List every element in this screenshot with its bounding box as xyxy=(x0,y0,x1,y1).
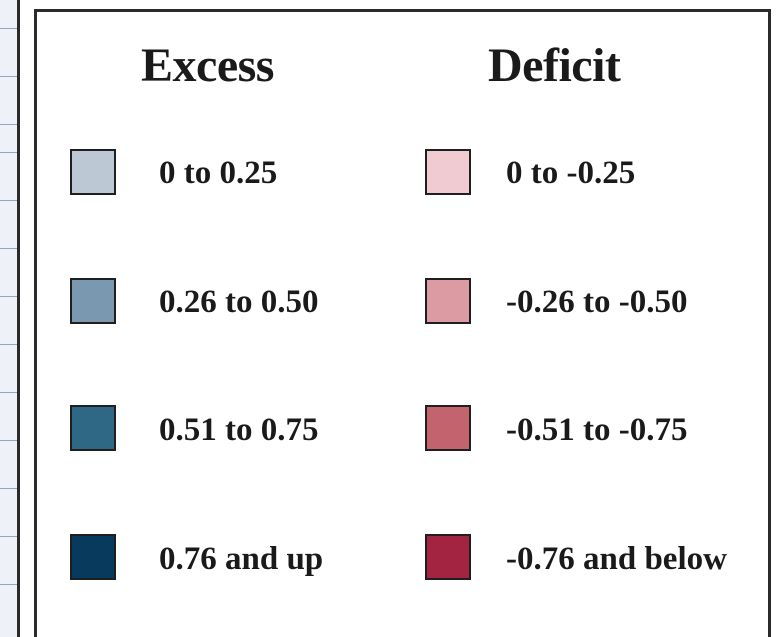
row-divider xyxy=(0,200,17,201)
row-divider xyxy=(0,124,17,125)
row-divider xyxy=(0,76,17,77)
legend-label-deficit-1: 0 to -0.25 xyxy=(506,155,636,191)
legend-swatch-deficit-1 xyxy=(425,149,471,195)
legend-label-deficit-4: -0.76 and below xyxy=(506,541,727,577)
legend-label-excess-1: 0 to 0.25 xyxy=(159,155,278,191)
row-divider xyxy=(0,296,17,297)
excess-title: Excess xyxy=(141,39,274,92)
row-divider xyxy=(0,248,17,249)
legend-label-excess-3: 0.51 to 0.75 xyxy=(159,412,319,448)
row-divider xyxy=(0,152,17,153)
legend-label-deficit-2: -0.26 to -0.50 xyxy=(506,284,688,320)
legend-swatch-excess-1 xyxy=(70,149,116,195)
left-panel-edge xyxy=(0,0,20,637)
legend-label-deficit-3: -0.51 to -0.75 xyxy=(506,412,688,448)
map-legend: Excess Deficit 0 to 0.25 0.26 to 0.50 0.… xyxy=(34,9,771,637)
row-divider xyxy=(0,392,17,393)
legend-swatch-deficit-3 xyxy=(425,405,471,451)
legend-swatch-excess-3 xyxy=(70,405,116,451)
legend-label-excess-2: 0.26 to 0.50 xyxy=(159,284,319,320)
row-divider xyxy=(0,584,17,585)
deficit-title: Deficit xyxy=(488,39,621,92)
row-divider xyxy=(0,536,17,537)
row-divider xyxy=(0,488,17,489)
legend-swatch-deficit-4 xyxy=(425,534,471,580)
legend-label-excess-4: 0.76 and up xyxy=(159,541,324,577)
row-divider xyxy=(0,344,17,345)
legend-swatch-deficit-2 xyxy=(425,278,471,324)
row-divider xyxy=(0,440,17,441)
legend-swatch-excess-2 xyxy=(70,278,116,324)
legend-swatch-excess-4 xyxy=(70,534,116,580)
row-divider xyxy=(0,28,17,29)
